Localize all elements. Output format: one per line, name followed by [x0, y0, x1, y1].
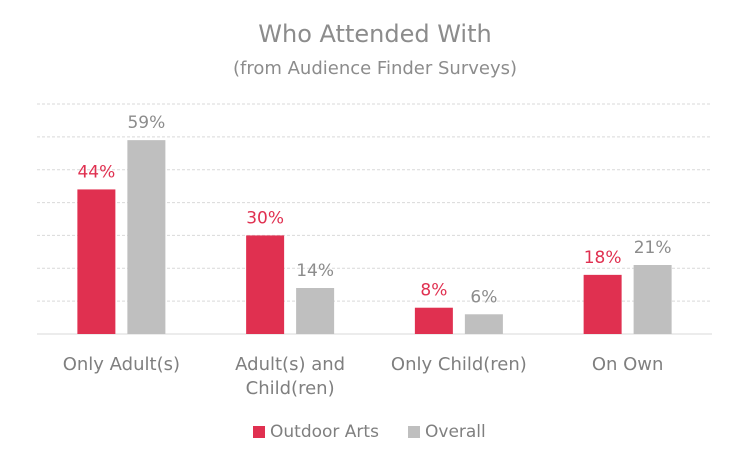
data-label: 30% — [246, 208, 284, 228]
category-label: Only Adult(s) — [63, 354, 180, 375]
data-label: 6% — [470, 287, 497, 307]
chart-subtitle: (from Audience Finder Surveys) — [233, 58, 517, 79]
data-label: 14% — [296, 261, 334, 281]
legend-label: Overall — [425, 422, 486, 442]
bar-outdoor-arts — [414, 307, 453, 334]
category-label: Only Child(ren) — [391, 354, 527, 375]
data-label: 8% — [420, 281, 447, 301]
bar-outdoor-arts — [246, 235, 285, 334]
legend-swatch — [253, 426, 265, 438]
category-label: On Own — [592, 354, 664, 375]
data-label: 18% — [584, 248, 622, 268]
legend: Outdoor Arts Overall — [253, 422, 486, 442]
legend-label: Outdoor Arts — [270, 422, 379, 442]
chart-title: Who Attended With — [258, 20, 491, 48]
category-labels: Only Adult(s) Adult(s) and Child(ren) Only … — [63, 354, 664, 399]
category-label: Adult(s) and Child(ren) — [235, 354, 345, 399]
bars — [77, 140, 672, 334]
legend-swatch — [408, 426, 420, 438]
data-labels: 44% 59% 30% 14% 8% 6% 18% 21% — [77, 113, 671, 307]
bar-outdoor-arts — [583, 274, 622, 334]
bar-overall — [296, 288, 335, 334]
bar-overall — [464, 314, 503, 334]
bar-overall — [633, 265, 672, 334]
bar-overall — [127, 140, 166, 334]
data-label: 44% — [77, 162, 115, 182]
data-label: 59% — [127, 113, 165, 133]
data-label: 21% — [634, 238, 672, 258]
bar-outdoor-arts — [77, 189, 116, 334]
